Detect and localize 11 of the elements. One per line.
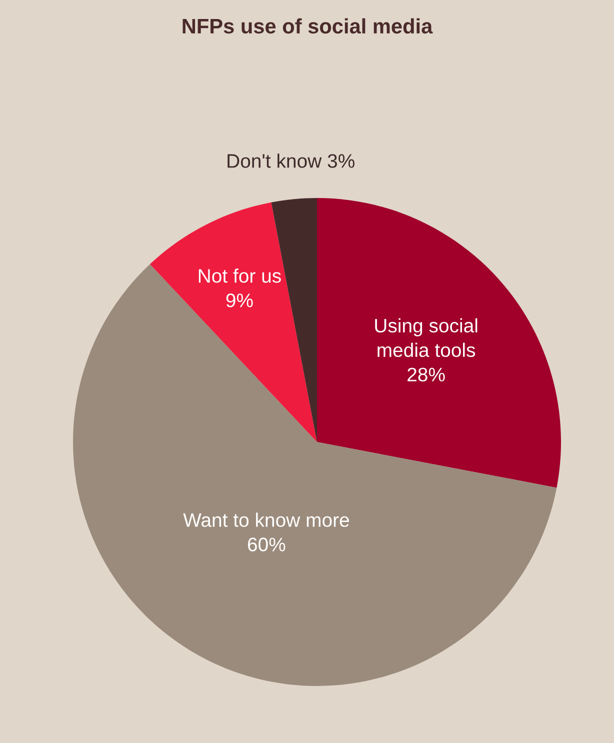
data-label: 9% xyxy=(226,294,253,308)
slice-label: Using social media tools xyxy=(375,318,478,358)
chart-title: NFPs use of social media xyxy=(182,18,433,34)
pie-slice xyxy=(73,264,557,686)
data-label: 60% xyxy=(248,538,286,552)
pie-slice xyxy=(150,202,317,442)
slice-label: Want to know more xyxy=(183,512,349,527)
data-label: 28% xyxy=(408,368,445,382)
slice-label: Not for us xyxy=(198,268,281,283)
pie-slice xyxy=(317,198,561,488)
slice-label: Don't know 3% xyxy=(228,154,354,168)
